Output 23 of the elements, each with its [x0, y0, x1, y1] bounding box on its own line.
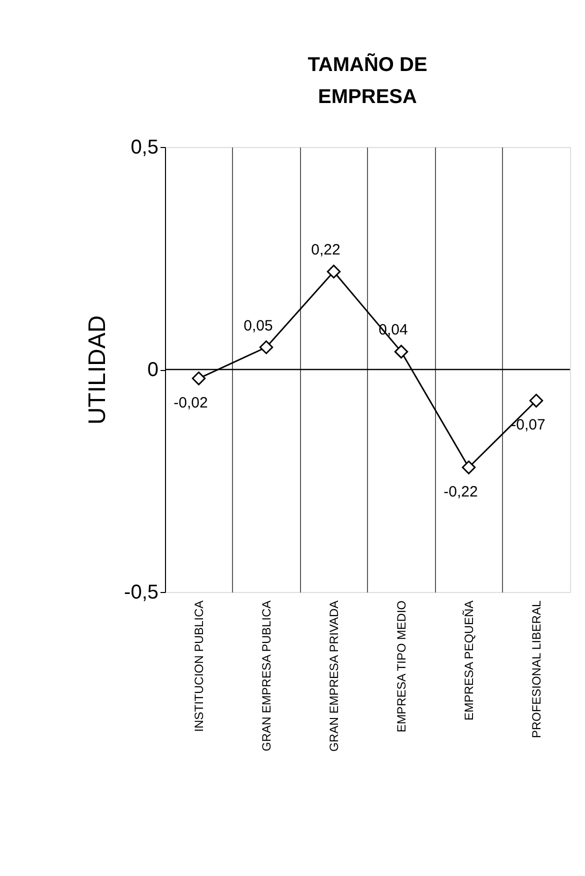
x-tick-label: GRAN EMPRESA PUBLICA [259, 600, 274, 752]
point [259, 340, 274, 354]
x-tick-label: EMPRESA PEQUEÑA [462, 600, 476, 721]
x-tick-label: GRAN EMPRESA PRIVADA [326, 600, 341, 752]
y-tick-label: -0,5 [124, 582, 158, 604]
text: TAMAÑO DE [308, 54, 428, 76]
text: EMPRESA [318, 86, 417, 108]
x-tick-label: EMPRESA TIPO MEDIO [394, 600, 408, 732]
point [529, 394, 544, 408]
point [462, 460, 476, 474]
y-tick-label: 0,5 [130, 136, 158, 158]
text: -0,02 [174, 394, 208, 412]
point [394, 344, 408, 359]
text: -0,22 [444, 483, 478, 500]
point [326, 264, 341, 278]
y-axis-title: UTILIDAD [84, 315, 112, 425]
x-tick-label: PROFESIONAL LIBERAL [529, 600, 544, 738]
y-tick-label: 0 [147, 359, 158, 381]
x-tick-label: INSTITUCION PUBLICA [192, 600, 206, 732]
text: 0,05 [244, 317, 273, 334]
point [192, 372, 206, 386]
text: 0,22 [311, 242, 340, 259]
text: -0,07 [511, 416, 546, 434]
